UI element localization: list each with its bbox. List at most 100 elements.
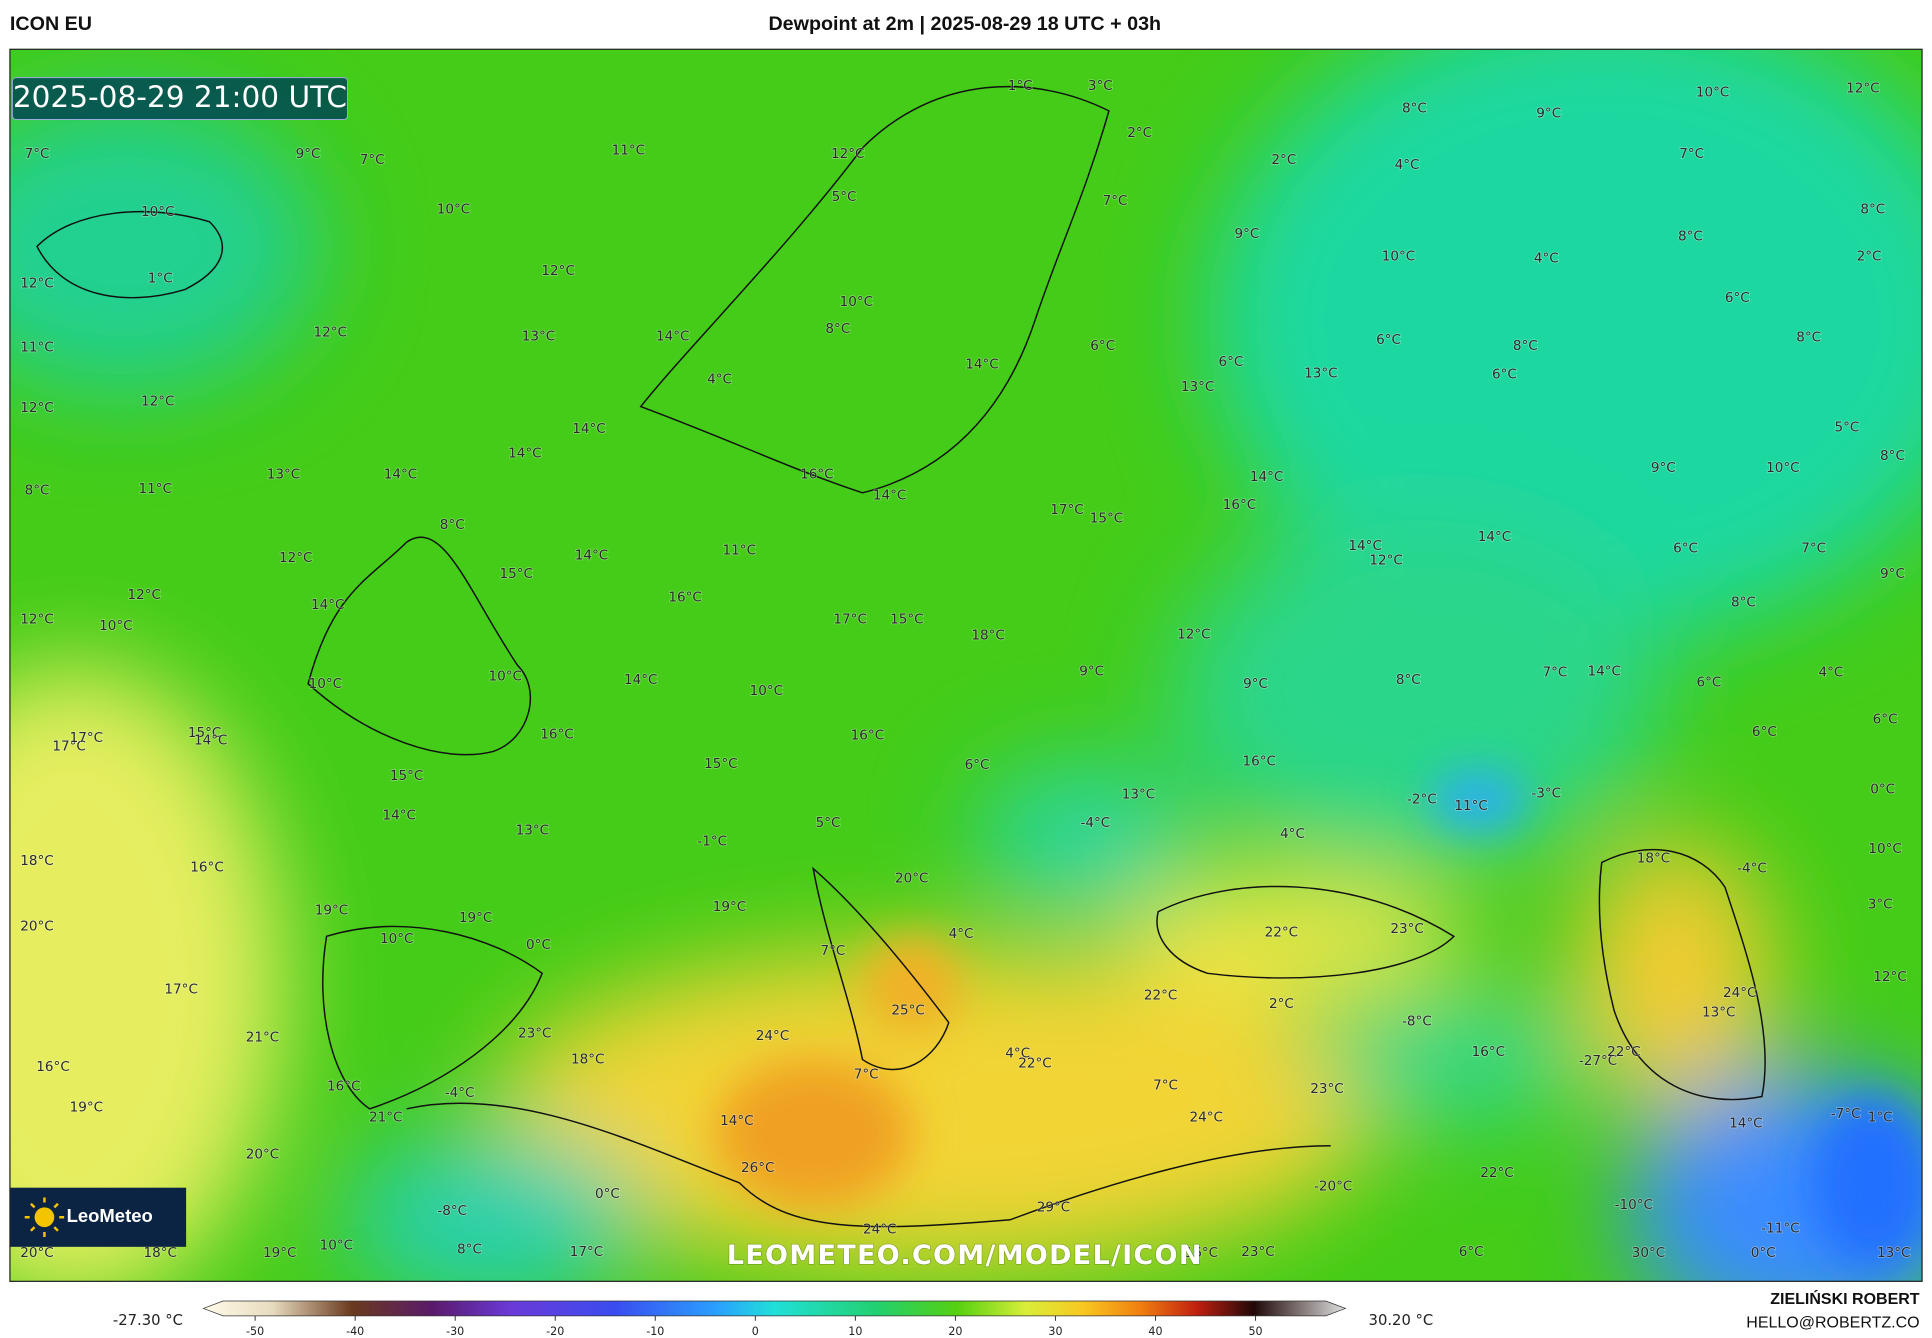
dewpoint-label: 3°C	[1088, 78, 1113, 94]
dewpoint-label: 5°C	[832, 189, 857, 205]
dewpoint-label: -4°C	[445, 1085, 475, 1101]
dewpoint-label: 14°C	[575, 548, 608, 564]
dewpoint-label: 12°C	[20, 612, 53, 628]
model-name: ICON EU	[10, 13, 92, 35]
dewpoint-label: 14°C	[384, 466, 417, 482]
dewpoint-label: 0°C	[1751, 1245, 1776, 1261]
dewpoint-label: 23°C	[1390, 921, 1423, 937]
dewpoint-label: 3°C	[1868, 896, 1893, 912]
dewpoint-label: 2°C	[1271, 152, 1296, 168]
dewpoint-label: 10°C	[320, 1238, 353, 1254]
dewpoint-label: 14°C	[656, 328, 689, 344]
dewpoint-label: 15°C	[704, 756, 737, 772]
dewpoint-label: -4°C	[1737, 861, 1767, 877]
colorbar-tick-label: 50	[1248, 1325, 1262, 1338]
dewpoint-label: 14°C	[720, 1113, 753, 1129]
dewpoint-label: 6°C	[965, 757, 990, 773]
dewpoint-label: 6°C	[1673, 540, 1698, 556]
dewpoint-label: 22°C	[1480, 1165, 1513, 1181]
dewpoint-label: 17°C	[70, 730, 103, 746]
colorbar-tick-label: -20	[546, 1325, 564, 1338]
dewpoint-label: 19°C	[713, 899, 746, 915]
dewpoint-label: 13°C	[1122, 787, 1155, 803]
dewpoint-label: 6°C	[1752, 724, 1777, 740]
dewpoint-label: 5°C	[1834, 420, 1859, 436]
dewpoint-label: -8°C	[1402, 1013, 1432, 1029]
dewpoint-label: 14°C	[873, 487, 906, 503]
dewpoint-label: 0°C	[1870, 782, 1895, 798]
dewpoint-label: 9°C	[1651, 460, 1676, 476]
dewpoint-label: -3°C	[1531, 785, 1561, 801]
dewpoint-label: 15°C	[1090, 511, 1123, 527]
dewpoint-label: 8°C	[1880, 448, 1905, 464]
dewpoint-label: 14°C	[1348, 538, 1381, 554]
dewpoint-label: 4°C	[1280, 826, 1305, 842]
dewpoint-label: 19°C	[459, 910, 492, 926]
map-title: Dewpoint at 2m | 2025-08-29 18 UTC + 03h	[768, 13, 1161, 35]
dewpoint-label: 6°C	[1459, 1244, 1484, 1260]
dewpoint-label: 16°C	[1223, 497, 1256, 513]
dewpoint-label: 4°C	[1534, 251, 1559, 267]
dewpoint-label: 14°C	[311, 597, 344, 613]
dewpoint-label: 13°C	[1702, 1005, 1735, 1021]
dewpoint-label: 0°C	[595, 1186, 620, 1202]
dewpoint-label: 16°C	[327, 1079, 360, 1095]
dewpoint-label: 14°C	[1729, 1116, 1762, 1132]
dewpoint-label: 18°C	[144, 1245, 177, 1261]
dewpoint-label: 25°C	[891, 1002, 924, 1018]
dewpoint-label: 20°C	[246, 1146, 279, 1162]
dewpoint-label: 18°C	[20, 853, 53, 869]
dewpoint-label: 10°C	[1868, 841, 1901, 857]
dewpoint-label: 6°C	[1090, 338, 1115, 354]
dewpoint-label: 4°C	[1005, 1045, 1030, 1061]
dewpoint-label: 22°C	[1265, 925, 1298, 941]
timestamp-box	[11, 77, 349, 121]
dewpoint-label: 15°C	[500, 566, 533, 582]
dewpoint-label: 8°C	[1513, 338, 1538, 354]
dewpoint-label: 11°C	[723, 543, 756, 559]
dewpoint-label: 14°C	[1478, 529, 1511, 545]
dewpoint-label: 24°C	[1190, 1109, 1223, 1125]
dewpoint-label: 11°C	[20, 339, 53, 355]
dewpoint-label: -27°C	[1579, 1053, 1617, 1069]
dewpoint-label: 20°C	[20, 918, 53, 934]
dewpoint-label: 13°C	[267, 466, 300, 482]
dewpoint-label: 15°C	[890, 612, 923, 628]
dewpoint-label: -10°C	[1615, 1197, 1653, 1213]
map-frame	[9, 48, 1923, 1282]
dewpoint-label: 18°C	[971, 628, 1004, 644]
dewpoint-label: 14°C	[624, 672, 657, 688]
dewpoint-label: -11°C	[1761, 1220, 1799, 1236]
dewpoint-label: 12°C	[314, 325, 347, 341]
watermark: LEOMETEO.COM/MODEL/ICON	[727, 1240, 1203, 1271]
dewpoint-label: 23°C	[518, 1026, 551, 1042]
dewpoint-label: 11°C	[1454, 798, 1487, 814]
dewpoint-label: 13°C	[522, 328, 555, 344]
dewpoint-label: 20°C	[895, 870, 928, 886]
dewpoint-label: -2°C	[1407, 792, 1437, 808]
dewpoint-label: 24°C	[756, 1028, 789, 1044]
dewpoint-label: 10°C	[1382, 248, 1415, 264]
dewpoint-label: 14°C	[572, 421, 605, 437]
dewpoint-label: 16°C	[190, 859, 223, 875]
dewpoint-label: 23°C	[1310, 1081, 1343, 1097]
dewpoint-label: 10°C	[840, 294, 873, 310]
dewpoint-label: 9°C	[296, 146, 321, 162]
dewpoint-label: 9°C	[1536, 105, 1561, 121]
coastlines	[36, 85, 1766, 1228]
dewpoint-label: -20°C	[1314, 1178, 1352, 1194]
dewpoint-label: 0°C	[526, 937, 551, 953]
dewpoint-label: 12°C	[1846, 81, 1879, 97]
colorbar-tick-label: -30	[446, 1325, 464, 1338]
dewpoint-label: 16°C	[851, 728, 884, 744]
dewpoint-label: 8°C	[1678, 229, 1703, 245]
dewpoint-label: 2°C	[1127, 125, 1152, 141]
dewpoint-label: 16°C	[1242, 753, 1275, 769]
dewpoint-label: 9°C	[1079, 663, 1104, 679]
dewpoint-label: -7°C	[1831, 1106, 1861, 1122]
dewpoint-label: 10°C	[488, 668, 521, 684]
dewpoint-label: 13°C	[1304, 365, 1337, 381]
dewpoint-label: 7°C	[25, 146, 50, 162]
dewpoint-label: 1°C	[1868, 1109, 1893, 1125]
